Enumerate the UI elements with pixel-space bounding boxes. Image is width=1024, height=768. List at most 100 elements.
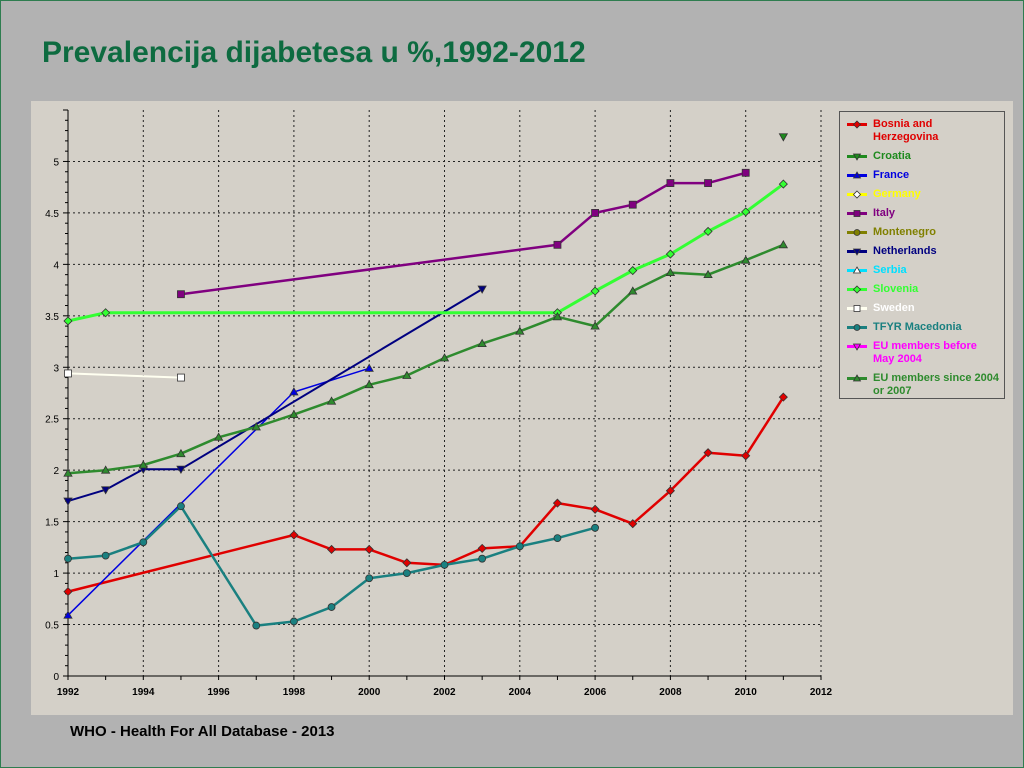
data-point-italy [704, 179, 712, 187]
data-point-bosnia-and-herzegovina [552, 498, 563, 508]
series-italy [177, 168, 750, 299]
data-point-netherlands [100, 486, 111, 495]
data-point-netherlands [477, 285, 487, 294]
legend-item-croatia: Croatia [846, 150, 1000, 163]
legend-swatch [846, 150, 868, 163]
legend-swatch [846, 340, 868, 353]
data-point-eu-members-since-2004-or-2007 [778, 240, 789, 249]
data-point-eu-members-since-2004-or-2007 [590, 321, 600, 330]
legend-marker [853, 305, 861, 312]
legend-marker [852, 190, 862, 199]
legend-item-sweden: Sweden [846, 302, 1000, 315]
y-tick-label: 3.5 [45, 312, 59, 323]
series-croatia [778, 133, 789, 142]
data-point-bosnia-and-herzegovina [477, 543, 487, 553]
data-point-tfyr-macedonia [553, 534, 562, 543]
y-tick-label: 4.5 [45, 209, 59, 220]
data-point-sweden [177, 373, 185, 382]
data-point-bosnia-and-herzegovina [402, 558, 412, 568]
legend-item-bosnia-and-herzegovina: Bosnia and Herzegovina [846, 118, 1000, 144]
x-tick-label: 1996 [207, 687, 230, 698]
data-point-eu-members-since-2004-or-2007 [741, 255, 751, 264]
x-tick-label: 2006 [584, 687, 607, 698]
data-point-tfyr-macedonia [252, 621, 261, 630]
y-tick-label: 0.5 [45, 621, 59, 632]
legend-marker [853, 210, 861, 217]
data-point-eu-members-since-2004-or-2007 [138, 460, 148, 469]
legend-item-slovenia: Slovenia [846, 283, 1000, 296]
legend-item-montenegro: Montenegro [846, 226, 1000, 239]
data-point-italy [591, 209, 599, 217]
data-point-slovenia [703, 226, 713, 236]
data-point-italy [666, 179, 675, 187]
legend-swatch [846, 169, 868, 182]
legend-marker [852, 153, 862, 161]
data-point-tfyr-macedonia [64, 554, 72, 563]
legend-swatch [846, 118, 868, 131]
data-point-croatia [778, 133, 789, 142]
data-point-eu-members-since-2004-or-2007 [326, 396, 337, 405]
legend-swatch [846, 188, 868, 201]
data-point-eu-members-since-2004-or-2007 [515, 326, 525, 335]
y-tick-label: 1 [53, 569, 59, 580]
y-tick-label: 2 [53, 466, 59, 477]
data-point-tfyr-macedonia [139, 538, 148, 547]
legend-label: Bosnia and Herzegovina [873, 118, 939, 143]
legend-label: Serbia [873, 264, 907, 276]
data-point-bosnia-and-herzegovina [778, 392, 788, 402]
series-line-sweden [67, 372, 182, 379]
series-line-tfyr-macedonia [66, 504, 597, 627]
legend-label: Netherlands [873, 245, 937, 257]
legend-item-tfyr-macedonia: TFYR Macedonia [846, 321, 1000, 334]
data-point-eu-members-since-2004-or-2007 [552, 312, 563, 321]
legend-marker [852, 248, 862, 256]
series-netherlands [63, 285, 487, 506]
data-point-italy [741, 168, 750, 177]
legend-swatch [846, 283, 868, 296]
data-point-tfyr-macedonia [478, 554, 487, 563]
data-point-tfyr-macedonia [365, 574, 374, 583]
y-tick-label: 0 [53, 672, 59, 683]
data-point-eu-members-since-2004-or-2007 [477, 338, 487, 348]
y-tick-label: 3 [53, 363, 59, 374]
data-point-eu-members-since-2004-or-2007 [439, 353, 450, 362]
series-sweden [64, 369, 185, 382]
legend-label: Germany [873, 188, 921, 200]
legend-marker [852, 374, 862, 382]
data-point-tfyr-macedonia [327, 603, 336, 611]
data-point-slovenia [63, 316, 73, 326]
data-point-tfyr-macedonia [591, 523, 599, 532]
data-point-bosnia-and-herzegovina [590, 504, 600, 514]
data-point-slovenia [665, 249, 675, 259]
data-point-eu-members-since-2004-or-2007 [251, 422, 261, 431]
data-point-netherlands [176, 465, 186, 474]
x-tick-label: 1998 [283, 687, 306, 698]
x-tick-label: 2000 [358, 687, 381, 698]
legend-item-italy: Italy [846, 207, 1000, 220]
data-point-slovenia [778, 179, 788, 189]
legend-item-germany: Germany [846, 188, 1000, 201]
x-tick-label: 2010 [735, 687, 758, 698]
x-tick-label: 1994 [132, 687, 155, 698]
legend-label: Sweden [873, 302, 915, 314]
legend-marker [852, 120, 862, 129]
series-slovenia [63, 179, 788, 326]
legend-swatch [846, 245, 868, 258]
legend-swatch [846, 207, 868, 220]
slide-title: Prevalencija dijabetesa u %,1992-2012 [42, 36, 586, 69]
data-point-eu-members-since-2004-or-2007 [213, 432, 224, 441]
legend-item-serbia: Serbia [846, 264, 1000, 277]
data-point-eu-members-since-2004-or-2007 [364, 379, 374, 389]
data-point-france [63, 610, 73, 619]
data-point-eu-members-since-2004-or-2007 [628, 286, 638, 295]
data-point-france [289, 387, 299, 396]
legend-label: France [873, 169, 910, 181]
x-tick-label: 2002 [433, 687, 456, 698]
data-point-bosnia-and-herzegovina [628, 519, 638, 529]
data-point-tfyr-macedonia [402, 569, 411, 577]
legend-label: Montenegro [873, 226, 936, 238]
legend-item-netherlands: Netherlands [846, 245, 1000, 258]
data-point-eu-members-since-2004-or-2007 [63, 468, 73, 477]
data-point-slovenia [101, 308, 111, 318]
data-point-sweden [64, 369, 72, 378]
